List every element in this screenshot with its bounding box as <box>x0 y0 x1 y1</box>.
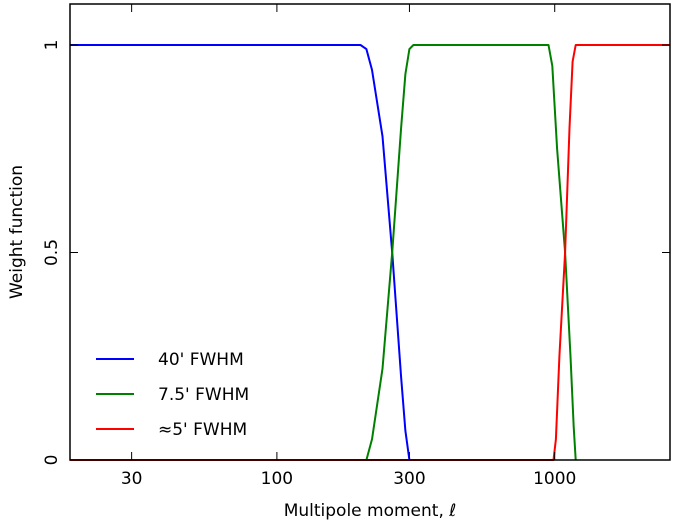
axis-ticks <box>70 4 670 461</box>
series-line-2 <box>70 44 577 461</box>
y-axis-label: Weight function <box>7 165 27 299</box>
y-tick-label: 1 <box>42 40 62 51</box>
x-tick-label: 30 <box>121 469 143 489</box>
legend: 40' FWHM 7.5' FWHM ≈5' FWHM <box>96 350 249 440</box>
plot-frame <box>69 3 671 461</box>
series-line-1 <box>70 44 411 461</box>
tick-labels: 30 100 300 1000 0 0.5 1 <box>42 40 576 489</box>
legend-label-1: 40' FWHM <box>158 350 244 370</box>
x-tick-label: 1000 <box>533 469 576 489</box>
x-axis-label: Multipole moment, ℓ <box>284 501 457 521</box>
legend-label-3: ≈5' FWHM <box>158 420 247 440</box>
x-tick-label: 300 <box>393 469 425 489</box>
x-tick-label: 100 <box>261 469 293 489</box>
legend-label-2: 7.5' FWHM <box>158 385 249 405</box>
y-tick-label: 0.5 <box>42 239 62 266</box>
y-tick-label: 0 <box>42 455 62 466</box>
